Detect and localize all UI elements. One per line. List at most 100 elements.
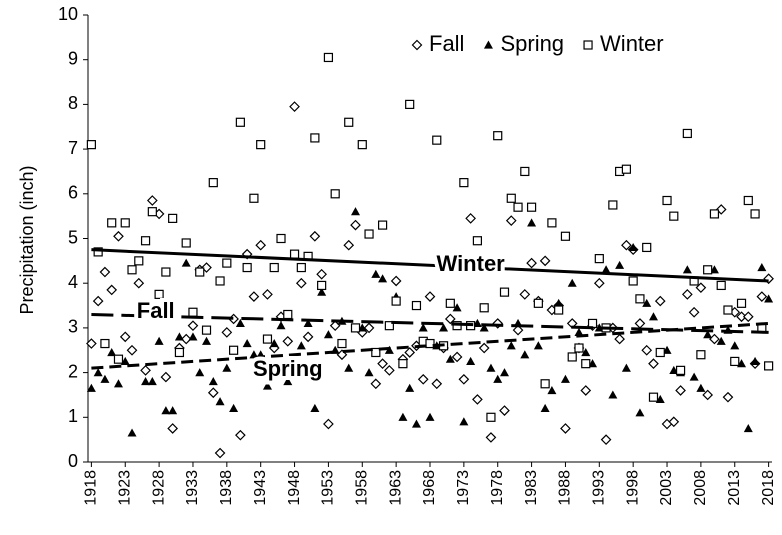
point	[689, 372, 699, 381]
point	[235, 318, 245, 328]
x-tick-label: 1968	[421, 470, 438, 506]
trend-line	[91, 321, 769, 370]
x-tick-label: 1923	[116, 470, 133, 506]
point	[289, 249, 300, 259]
point	[337, 338, 347, 349]
point	[207, 387, 219, 399]
point	[723, 305, 733, 315]
point	[351, 207, 361, 216]
point	[106, 284, 118, 296]
point	[513, 202, 523, 212]
point	[222, 363, 232, 372]
point	[242, 339, 252, 348]
point	[363, 322, 375, 334]
point	[716, 280, 726, 291]
point	[716, 336, 726, 345]
point	[357, 140, 367, 150]
point	[229, 345, 239, 355]
point	[323, 330, 333, 339]
point	[296, 341, 306, 350]
point	[581, 347, 591, 357]
point	[174, 347, 185, 358]
point	[141, 377, 151, 386]
point	[742, 311, 754, 323]
point	[634, 318, 646, 329]
point	[444, 313, 456, 325]
point	[249, 193, 259, 203]
point	[506, 193, 516, 203]
point	[560, 231, 571, 241]
point	[86, 383, 96, 392]
point	[317, 280, 327, 291]
point	[499, 405, 510, 416]
x-tick-label: 2018	[760, 470, 777, 506]
point	[764, 294, 774, 303]
point	[560, 423, 571, 434]
point	[432, 135, 442, 145]
point	[168, 213, 178, 223]
point	[478, 342, 490, 354]
point	[635, 408, 645, 417]
point	[188, 307, 198, 317]
y-tick-label: 2	[68, 361, 78, 381]
point	[113, 379, 123, 388]
point	[465, 213, 476, 224]
point	[533, 298, 543, 308]
point	[215, 397, 225, 406]
point	[269, 339, 279, 348]
point	[378, 274, 388, 283]
point	[93, 247, 103, 257]
trend-label: Spring	[253, 356, 323, 381]
point	[188, 332, 198, 341]
point	[493, 374, 503, 383]
series	[86, 207, 774, 437]
x-tick-label: 1993	[591, 470, 608, 506]
point	[540, 379, 550, 389]
point	[574, 327, 584, 336]
point	[736, 298, 747, 308]
point	[180, 333, 192, 345]
point	[296, 262, 306, 273]
point	[608, 200, 618, 210]
point	[140, 236, 151, 246]
point	[262, 289, 273, 300]
y-tick-label: 3	[68, 317, 78, 337]
point	[276, 321, 286, 330]
point	[344, 117, 354, 127]
point	[154, 289, 164, 299]
point	[642, 242, 652, 253]
point	[370, 378, 382, 390]
point	[195, 368, 205, 377]
point	[730, 341, 740, 350]
point	[113, 230, 124, 242]
point	[668, 416, 680, 428]
point	[107, 347, 117, 357]
point	[641, 344, 653, 356]
point	[527, 218, 537, 227]
x-tick-label: 2008	[692, 470, 709, 506]
point	[756, 291, 768, 302]
series	[86, 52, 774, 422]
point	[520, 350, 530, 359]
point	[648, 312, 658, 321]
point	[547, 385, 557, 395]
point	[539, 255, 551, 267]
point	[290, 359, 300, 368]
point	[344, 363, 354, 372]
point	[533, 341, 543, 350]
y-tick-label: 6	[68, 183, 78, 203]
point	[615, 260, 625, 269]
point	[398, 359, 408, 369]
y-tick-label: 9	[68, 48, 78, 68]
point	[350, 323, 361, 333]
x-tick-label: 1983	[523, 470, 540, 506]
point	[682, 128, 692, 139]
point	[134, 256, 144, 266]
point	[540, 403, 550, 412]
point	[93, 368, 103, 377]
point	[404, 347, 416, 358]
point	[309, 230, 321, 242]
point	[580, 385, 592, 396]
point	[384, 321, 394, 331]
point	[214, 447, 226, 459]
